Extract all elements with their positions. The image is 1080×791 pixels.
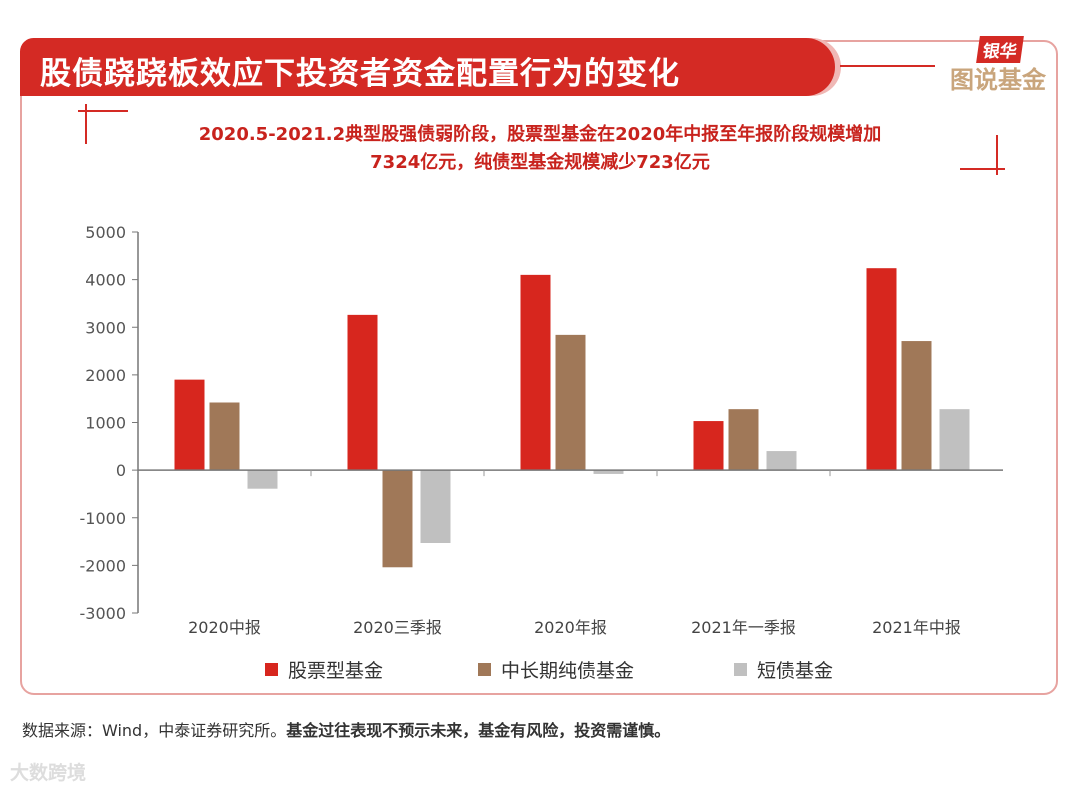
legend-swatch (265, 663, 278, 676)
bar-1-4 (901, 341, 932, 471)
legend-label: 中长期纯债基金 (501, 660, 635, 682)
chart-title: 2020.5-2021.2典型股强债弱阶段，股票型基金在2020年中报至年报阶段… (198, 124, 882, 145)
source-text: 数据来源：Wind，中泰证券研究所。 (22, 721, 287, 740)
bar-0-1 (347, 314, 378, 471)
y-tick-label: 2000 (85, 366, 126, 385)
divider (840, 65, 935, 67)
page-title: 股债跷跷板效应下投资者资金配置行为的变化 (40, 56, 680, 92)
y-tick-label: -1000 (80, 509, 127, 528)
legend-swatch (734, 663, 747, 676)
legend-item: 短债基金 (734, 656, 833, 683)
title-banner: 股债跷跷板效应下投资者资金配置行为的变化 (20, 38, 835, 96)
bar-1-1 (382, 470, 413, 568)
bar-2-1 (420, 470, 451, 543)
bar-0-4 (866, 268, 897, 471)
bar-0-0 (174, 379, 205, 471)
bar-1-0 (209, 402, 240, 471)
bar-2-2 (593, 470, 624, 474)
x-tick-label: 2021年中报 (872, 618, 961, 637)
y-tick-label: -3000 (80, 604, 127, 623)
x-tick-label: 2021年一季报 (691, 618, 796, 637)
bar-1-3 (728, 409, 759, 471)
bar-2-0 (247, 470, 278, 489)
decor-line (996, 135, 998, 175)
logo-bottom: 图说基金 (950, 66, 1046, 94)
footer: 数据来源：Wind，中泰证券研究所。基金过往表现不预示未来，基金有风险，投资需谨… (22, 717, 670, 741)
legend-item: 中长期纯债基金 (478, 656, 634, 683)
bar-2-4 (939, 409, 970, 471)
y-tick-label: 0 (116, 461, 126, 480)
legend-item: 股票型基金 (265, 656, 383, 683)
disclaimer-text: 基金过往表现不预示未来，基金有风险，投资需谨慎。 (286, 721, 671, 740)
chart-title-line2: 7324亿元，纯债型基金规模减少723亿元 (370, 152, 710, 173)
legend-label: 股票型基金 (288, 660, 384, 682)
y-tick-label: 1000 (85, 414, 126, 433)
bar-0-3 (693, 421, 724, 471)
decor-line (78, 110, 128, 112)
bar-1-2 (555, 334, 586, 471)
x-tick-label: 2020三季报 (353, 618, 442, 637)
decor-line (960, 168, 1005, 170)
y-tick-label: 4000 (85, 271, 126, 290)
watermark: 大数跨境 (10, 762, 87, 784)
y-tick-label: -2000 (80, 556, 127, 575)
x-tick-label: 2020中报 (188, 618, 261, 637)
bar-2-3 (766, 451, 797, 471)
bar-0-2 (520, 274, 551, 471)
legend-swatch (478, 663, 491, 676)
x-tick-label: 2020年报 (534, 618, 607, 637)
legend-label: 短债基金 (757, 660, 834, 682)
decor-line (85, 104, 87, 144)
y-tick-label: 3000 (85, 318, 126, 337)
y-tick-label: 5000 (85, 223, 126, 242)
